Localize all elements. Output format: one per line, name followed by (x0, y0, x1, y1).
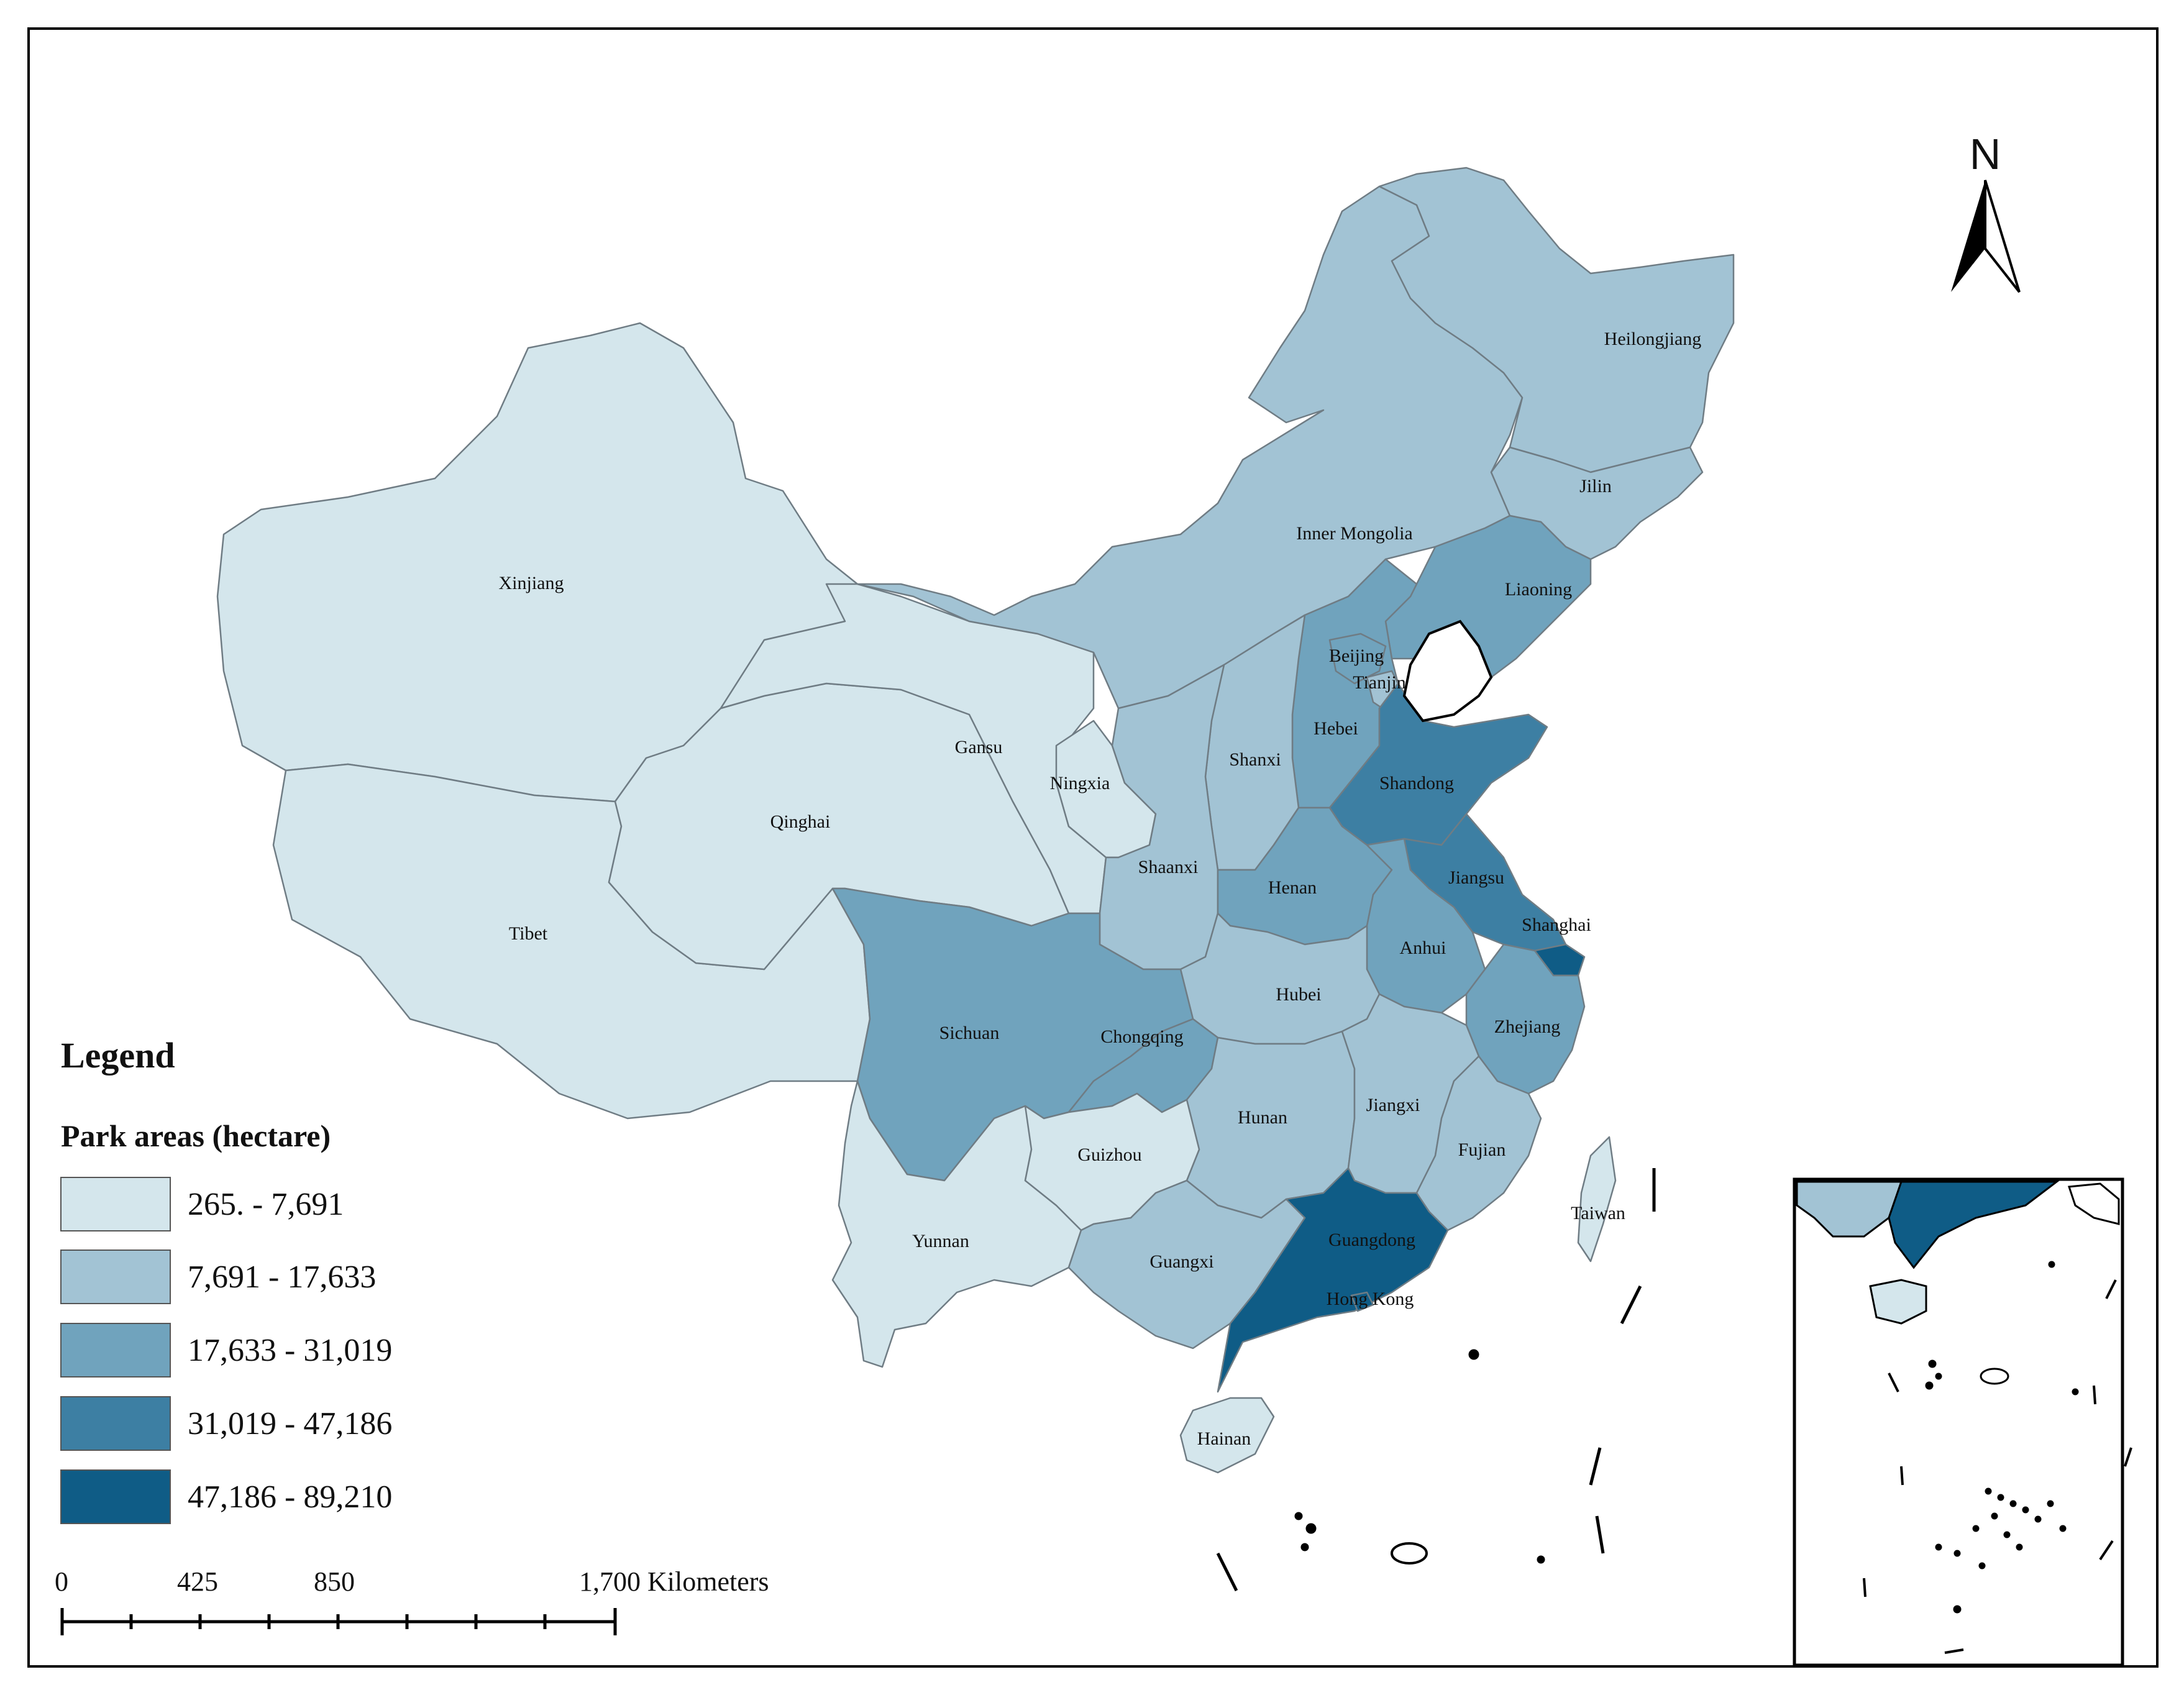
province-layer (216, 167, 1735, 1474)
label-hainan: Hainan (1197, 1428, 1251, 1449)
province-fujian (1415, 1055, 1542, 1231)
label-inner-mongolia: Inner Mongolia (1296, 523, 1412, 544)
label-shanghai: Shanghai (1522, 915, 1591, 935)
scale-label-0: 0 (55, 1566, 68, 1597)
province-hainan (1179, 1397, 1275, 1474)
label-zhejiang: Zhejiang (1494, 1017, 1561, 1037)
label-guangdong: Guangdong (1328, 1230, 1415, 1250)
label-henan: Henan (1268, 877, 1317, 898)
province-taiwan (1577, 1136, 1617, 1263)
legend-swatch-1 (60, 1250, 171, 1304)
label-guizhou: Guizhou (1077, 1144, 1141, 1165)
scale-bar: 0 425 850 1,700 Kilometers (55, 1566, 769, 1635)
legend-swatch-3 (60, 1396, 171, 1451)
legend-label-1: 7,691 - 17,633 (188, 1259, 376, 1295)
legend-title: Legend (61, 1035, 175, 1076)
province-guangdong (1217, 1167, 1449, 1393)
label-jiangxi: Jiangxi (1366, 1095, 1420, 1115)
legend-label-3: 31,019 - 47,186 (188, 1406, 392, 1441)
label-fujian: Fujian (1458, 1140, 1506, 1160)
label-gansu: Gansu (955, 737, 1003, 757)
label-shaanxi: Shaanxi (1138, 857, 1199, 877)
north-label: N (1970, 130, 2001, 178)
label-tianjin: Tianjin (1353, 672, 1406, 693)
scale-line (60, 1608, 617, 1635)
label-shandong: Shandong (1379, 773, 1454, 793)
scale-label-1700: 1,700 Kilometers (579, 1566, 769, 1597)
label-hebei: Hebei (1314, 718, 1358, 739)
legend-label-2: 17,633 - 31,019 (188, 1333, 392, 1368)
legend-swatch-4 (60, 1469, 171, 1524)
scale-label-850: 850 (314, 1566, 355, 1597)
south-sea-islands (1216, 1168, 1656, 1592)
scale-label-425: 425 (177, 1566, 218, 1597)
legend-swatch-0 (60, 1177, 171, 1231)
label-yunnan: Yunnan (912, 1231, 969, 1251)
label-taiwan: Taiwan (1571, 1203, 1625, 1223)
label-chongqing: Chongqing (1100, 1026, 1183, 1047)
legend-swatch-2 (60, 1323, 171, 1377)
label-hong-kong: Hong Kong (1327, 1289, 1414, 1309)
label-heilongjiang: Heilongjiang (1604, 329, 1702, 349)
province-beijing (1328, 633, 1387, 685)
label-hubei: Hubei (1276, 984, 1321, 1005)
legend-label-0: 265. - 7,691 (188, 1187, 344, 1222)
north-arrow-left-icon (1951, 180, 1985, 292)
label-guangxi: Guangxi (1149, 1251, 1213, 1272)
label-beijing: Beijing (1329, 646, 1384, 666)
label-ningxia: Ningxia (1050, 773, 1110, 793)
inset-map (1793, 1177, 2132, 1667)
legend-subtitle: Park areas (hectare) (61, 1118, 331, 1153)
label-xinjiang: Xinjiang (499, 573, 564, 593)
north-arrow-right-icon (1984, 180, 2021, 293)
province-hong-kong (1350, 1291, 1374, 1312)
bohai-sea (1402, 619, 1493, 723)
label-hunan: Hunan (1238, 1107, 1287, 1128)
legend-label-4: 47,186 - 89,210 (188, 1479, 392, 1515)
province-anhui (1366, 838, 1486, 1014)
legend: Legend Park areas (hectare) 265. - 7,691… (60, 1035, 392, 1524)
inset-land-dark (1888, 1181, 2060, 1269)
label-qinghai: Qinghai (770, 811, 831, 832)
label-sichuan: Sichuan (939, 1023, 1000, 1043)
province-label-layer: Xinjiang Tibet Qinghai Gansu Ningxia Inn… (499, 329, 1702, 1449)
inset-hainan (1869, 1279, 1927, 1325)
label-shanxi: Shanxi (1229, 749, 1281, 770)
label-jilin: Jilin (1579, 476, 1612, 496)
province-yunnan (831, 1080, 1082, 1368)
label-anhui: Anhui (1400, 938, 1446, 958)
north-arrow: N (1951, 130, 2021, 293)
label-tibet: Tibet (509, 923, 548, 944)
label-jiangsu: Jiangsu (1448, 867, 1504, 888)
label-liaoning: Liaoning (1505, 579, 1572, 600)
